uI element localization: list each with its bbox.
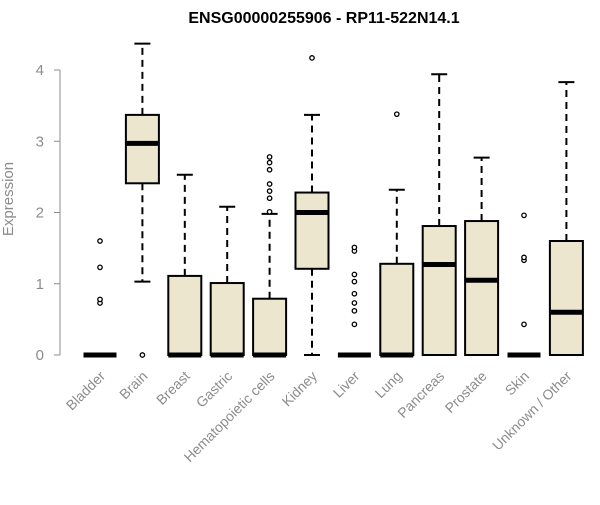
box-unknown-other [548, 81, 584, 356]
outlier-point [266, 195, 273, 202]
outlier-point [351, 307, 358, 314]
box-liver [337, 244, 371, 358]
box-body [294, 191, 330, 270]
outlier-point [266, 154, 273, 160]
y-tick-label: 0 [36, 347, 44, 364]
outlier-point [266, 159, 273, 166]
box-body [209, 282, 245, 357]
box-body [548, 240, 584, 356]
box-body [379, 262, 415, 356]
outlier-point [266, 208, 273, 215]
box-brain [124, 42, 160, 358]
outlier-point [309, 55, 315, 61]
outlier-point [97, 264, 103, 271]
box-skin [507, 212, 541, 358]
outlier-point [266, 188, 273, 194]
box-body [252, 297, 288, 356]
outlier-point [266, 181, 273, 187]
box-pancreas [421, 73, 457, 356]
x-tick-label: Pancreas [394, 368, 447, 421]
outlier-point [521, 254, 527, 261]
box-prostate [464, 156, 500, 356]
x-tick-label: Liver [330, 368, 363, 401]
x-tick-label: Bladder [63, 368, 109, 414]
outlier-point [266, 166, 273, 173]
box-body [167, 274, 203, 357]
outlier-point [393, 111, 400, 118]
box-bladder [83, 238, 117, 358]
y-tick-label: 1 [36, 276, 44, 293]
box-gastric [209, 205, 245, 358]
x-tick-label: Lung [372, 368, 405, 401]
outlier-point [139, 352, 146, 358]
outlier-point [351, 300, 358, 306]
outlier-point [97, 238, 103, 244]
y-tick-label: 4 [36, 62, 44, 79]
y-axis-label: Expression [0, 162, 17, 236]
outlier-point [351, 271, 358, 278]
x-tick-label: Brain [116, 368, 150, 402]
box-hematopoietic-cells [252, 154, 288, 358]
box-body [421, 225, 457, 356]
x-tick-label: Unknown / Other [489, 368, 575, 454]
box-lung [379, 111, 415, 358]
box-breast [167, 173, 203, 358]
box-body [124, 113, 160, 185]
outlier-point [351, 321, 358, 328]
outlier-point [351, 278, 358, 285]
x-tick-label: Breast [153, 368, 193, 408]
x-tick-label: Kidney [279, 368, 321, 410]
x-tick-label: Prostate [442, 368, 490, 416]
box-kidney [294, 55, 330, 356]
outlier-point [521, 212, 527, 219]
outlier-point [521, 321, 527, 328]
outlier-point [351, 244, 358, 251]
chart-title: ENSG00000255906 - RP11-522N14.1 [188, 10, 459, 27]
y-tick-label: 3 [36, 133, 44, 150]
outlier-point [97, 296, 103, 303]
y-axis: 0 1 2 3 4 [36, 62, 61, 364]
box-body [464, 220, 500, 356]
x-tick-label: Skin [502, 368, 533, 399]
outlier-point [351, 290, 358, 297]
y-tick-label: 2 [36, 205, 44, 222]
boxes-group [83, 42, 584, 358]
